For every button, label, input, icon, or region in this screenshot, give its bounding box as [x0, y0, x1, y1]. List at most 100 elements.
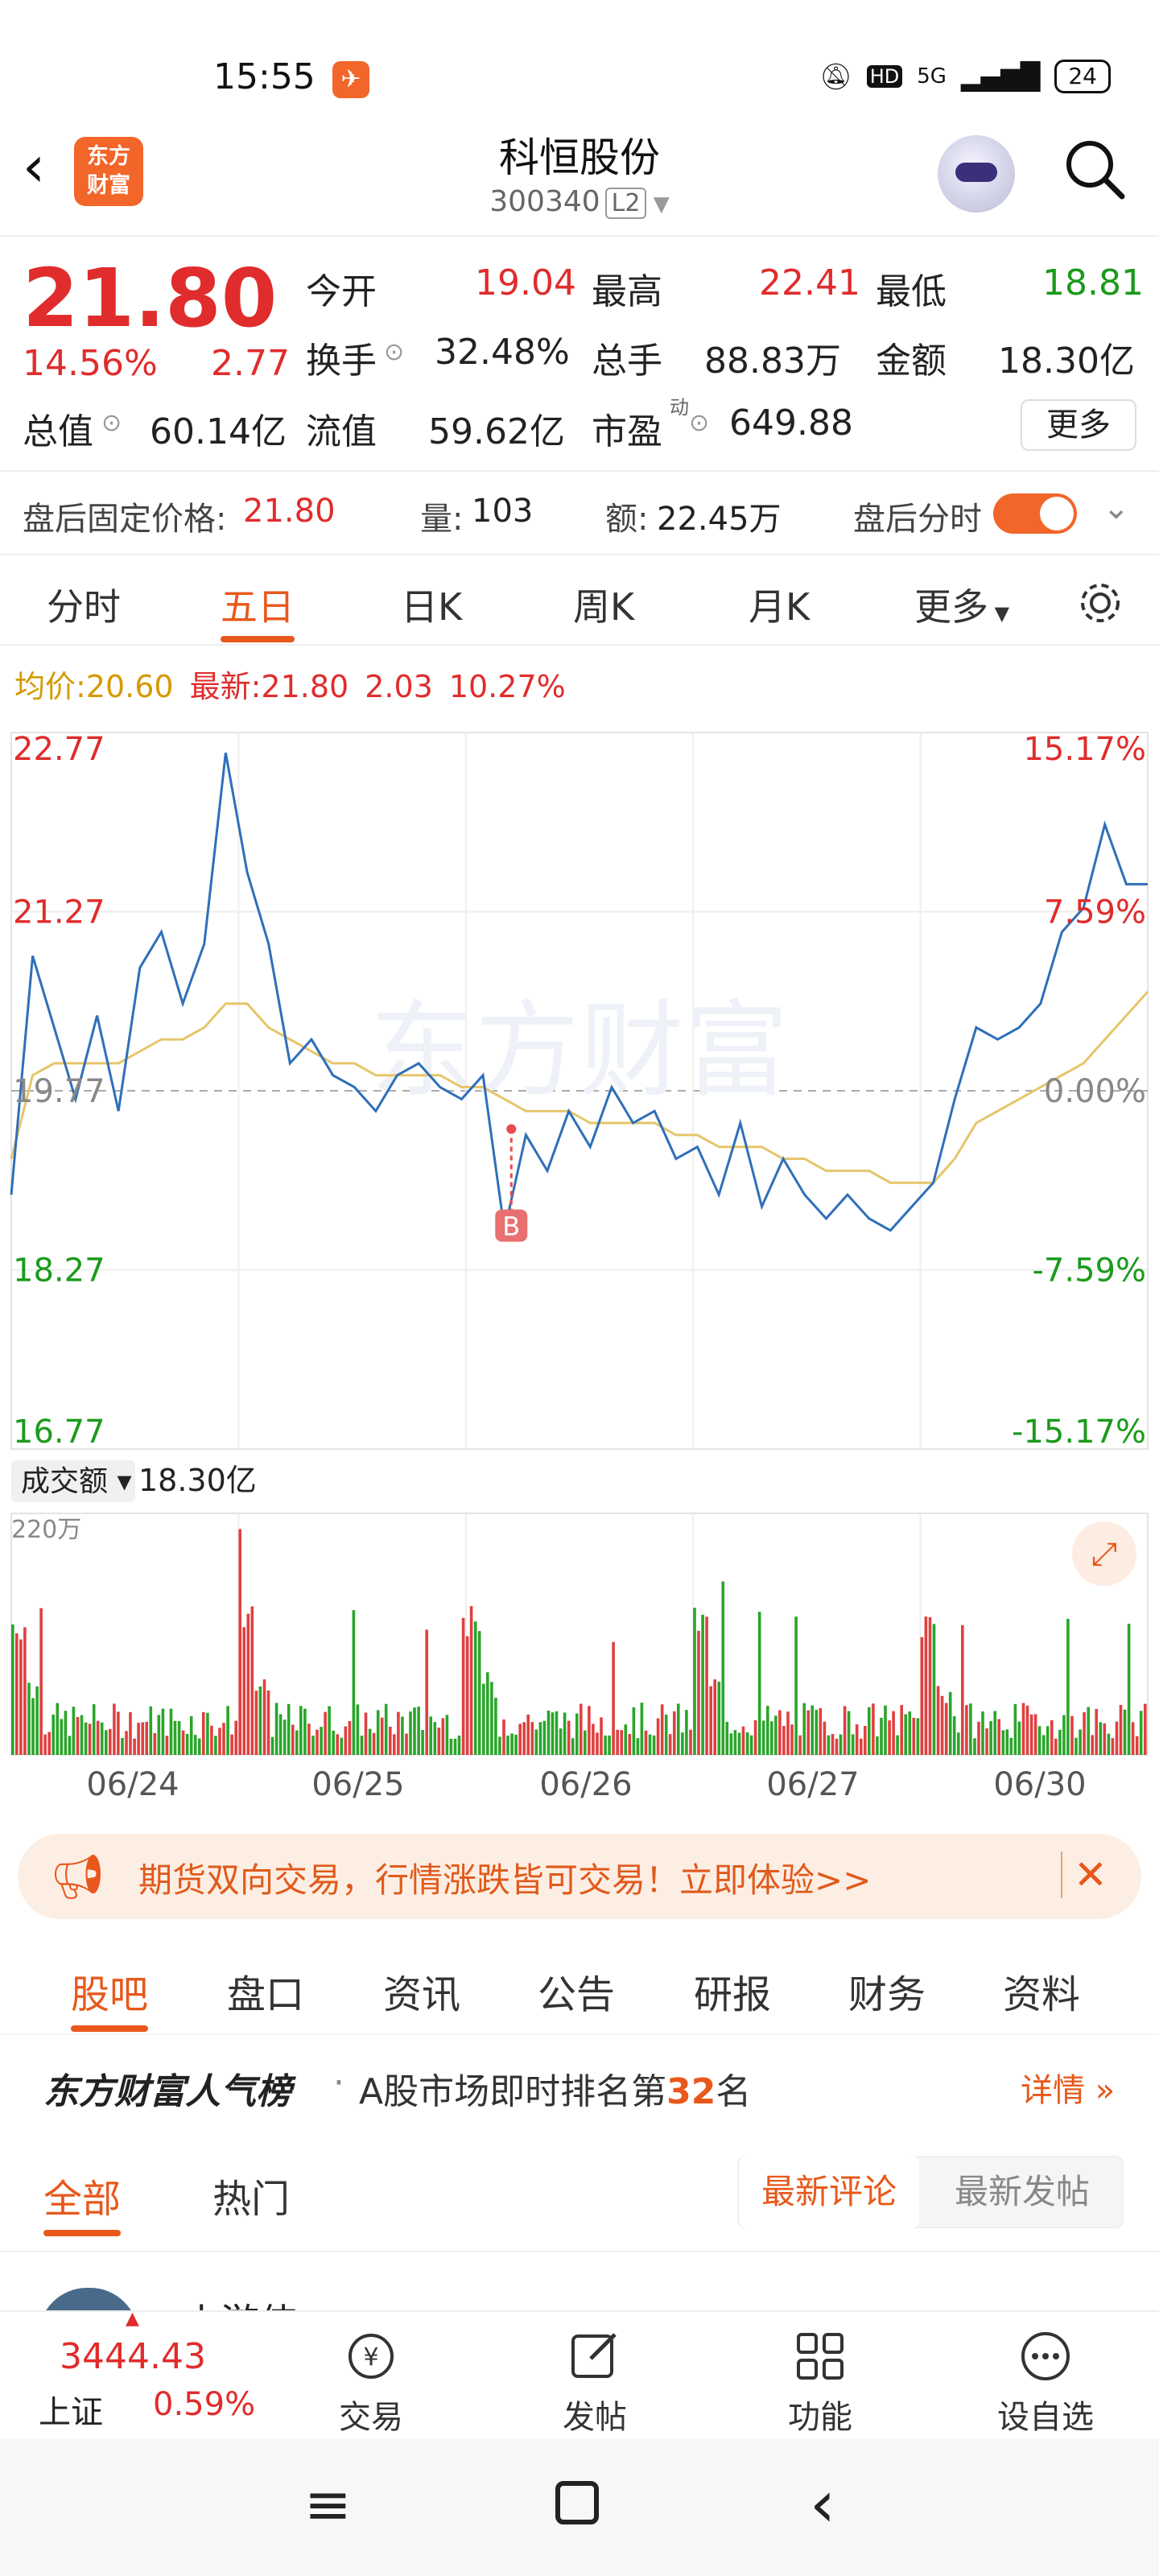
- close-icon[interactable]: ✕: [1061, 1852, 1107, 1898]
- tab-hot-posts[interactable]: 热门: [212, 2177, 291, 2222]
- price-line: [10, 752, 1148, 1232]
- volume-bar: [1099, 1722, 1103, 1755]
- volume-bar: [1025, 1705, 1029, 1755]
- volume-label[interactable]: 成交额 ▾: [21, 1465, 132, 1498]
- tab-all-posts[interactable]: 全部: [43, 2167, 122, 2236]
- volume-bar: [835, 1738, 839, 1755]
- tab-announcements[interactable]: 公告: [538, 1972, 616, 2017]
- tab-daily-k[interactable]: 日K: [401, 585, 463, 629]
- index-pct[interactable]: 0.59%: [153, 2386, 256, 2423]
- home-icon[interactable]: [555, 2481, 599, 2524]
- rank-detail-link[interactable]: 详情 »: [1021, 2064, 1115, 2111]
- volume-bar: [868, 1707, 871, 1755]
- volume-bar: [457, 1736, 461, 1755]
- back-icon[interactable]: ‹: [23, 134, 45, 200]
- expand-icon[interactable]: ⤢: [1072, 1521, 1136, 1586]
- volume-bar: [19, 1639, 23, 1755]
- volume-bar: [1119, 1704, 1123, 1755]
- tab-weekly-k[interactable]: 周K: [573, 585, 635, 629]
- index-name[interactable]: 上证: [39, 2394, 103, 2431]
- volume-bar: [193, 1735, 197, 1755]
- tab-pankou[interactable]: 盘口: [227, 1972, 305, 2017]
- volume-bar: [11, 1624, 14, 1755]
- volume-bar: [125, 1731, 128, 1755]
- index-value[interactable]: 3444.43: [60, 2336, 206, 2377]
- volume-bar: [43, 1734, 47, 1755]
- high-value: 22.41: [759, 262, 860, 303]
- search-icon[interactable]: [1062, 137, 1127, 201]
- nav-watchlist[interactable]: 设自选: [985, 2328, 1106, 2438]
- volume-bar: [320, 1727, 323, 1755]
- volume-bar: [31, 1698, 35, 1755]
- chevron-down-icon[interactable]: ⌄: [1103, 489, 1130, 526]
- x-label: 06/24: [86, 1766, 179, 1803]
- volume-bar: [510, 1733, 514, 1755]
- info-icon[interactable]: ⊙: [101, 409, 122, 437]
- back-nav-icon[interactable]: ‹: [810, 2467, 835, 2541]
- volume-bar: [1005, 1729, 1009, 1755]
- status-time: 15:55: [213, 56, 316, 97]
- tab-intraday[interactable]: 分时: [47, 585, 121, 629]
- tab-monthly-k[interactable]: 月K: [749, 585, 810, 629]
- tab-profile[interactable]: 资料: [1003, 1972, 1081, 2017]
- tab-news[interactable]: 资讯: [383, 1972, 461, 2017]
- volume-bar: [997, 1719, 1000, 1755]
- buy-marker[interactable]: B: [495, 1124, 528, 1242]
- volume-bar: [1107, 1733, 1111, 1755]
- volume-bar: [340, 1737, 344, 1755]
- five-day-chart[interactable]: 东方财富 22.77 21.27 19.77 18.27 16.77 15.17% 7.59…: [0, 708, 1159, 1819]
- stock-code-row[interactable]: 300340 L2 ▼: [0, 185, 1159, 219]
- nav-functions[interactable]: 功能: [760, 2328, 881, 2438]
- volume-bar: [429, 1716, 432, 1755]
- volume-bar: [823, 1721, 827, 1755]
- last-price: 21.80: [23, 251, 278, 345]
- info-icon[interactable]: ⊙: [384, 338, 405, 366]
- volume-bar: [551, 1712, 555, 1755]
- float-cap-label: 流值: [306, 411, 377, 452]
- volume-bar: [482, 1683, 485, 1755]
- tab-finance[interactable]: 财务: [848, 1972, 926, 2017]
- assistant-robot-icon[interactable]: [938, 135, 1015, 213]
- volume-bar: [798, 1735, 802, 1755]
- volume-bar: [819, 1708, 823, 1755]
- sort-latest-post[interactable]: 最新发帖: [955, 2172, 1091, 2211]
- volume-bar: [461, 1617, 465, 1755]
- volume-bar: [993, 1711, 996, 1755]
- float-cap-value: 59.62亿: [428, 411, 565, 452]
- gear-icon[interactable]: [1075, 578, 1125, 628]
- app-logo[interactable]: 东方财富: [74, 137, 143, 206]
- volume-bar: [258, 1686, 262, 1755]
- info-icon[interactable]: ⊙: [689, 409, 710, 437]
- nav-post[interactable]: 发帖: [534, 2328, 655, 2438]
- ad-banner[interactable]: 📢︎ 期货双向交易，行情涨跌皆可交易！立即体验>> ✕: [18, 1834, 1141, 1919]
- volume-bar: [677, 1703, 680, 1755]
- volume-bar: [580, 1703, 583, 1755]
- volume-bar: [920, 1637, 924, 1755]
- tab-guba[interactable]: 股吧: [71, 1963, 149, 2032]
- volume-bar: [185, 1733, 189, 1755]
- volume-bar: [766, 1706, 769, 1755]
- amount-label: 金额: [876, 341, 947, 382]
- after-hours-vol-label: 量:: [420, 501, 464, 538]
- volume-bar: [855, 1724, 859, 1755]
- volume-bar: [153, 1733, 157, 1755]
- tab-five-day[interactable]: 五日: [221, 578, 295, 642]
- nav-trade[interactable]: ¥ 交易: [311, 2328, 431, 2438]
- volume-bar: [92, 1704, 96, 1755]
- tab-more[interactable]: 更多 ▼: [914, 578, 1009, 631]
- volume-bar: [1058, 1729, 1062, 1755]
- more-button[interactable]: 更多: [1021, 399, 1136, 451]
- tab-research[interactable]: 研报: [694, 1972, 772, 2017]
- sort-latest-comment[interactable]: 最新评论: [739, 2156, 920, 2228]
- after-hours-toggle[interactable]: [993, 493, 1077, 534]
- volume-label: 总手: [592, 341, 662, 382]
- volume-bar: [449, 1739, 453, 1755]
- popularity-rank[interactable]: 东方财富人气榜 · A股市场即时排名第32名 详情 »: [0, 2035, 1159, 2132]
- volume-bar: [1087, 1707, 1090, 1755]
- volume-bar: [262, 1679, 266, 1755]
- volume-bar: [1037, 1726, 1041, 1755]
- volume-bar: [15, 1633, 19, 1755]
- post-filter-tabs: 全部 热门 最新评论 最新发帖: [0, 2135, 1159, 2248]
- menu-icon[interactable]: ≡: [304, 2471, 352, 2537]
- volume-bar: [604, 1735, 607, 1755]
